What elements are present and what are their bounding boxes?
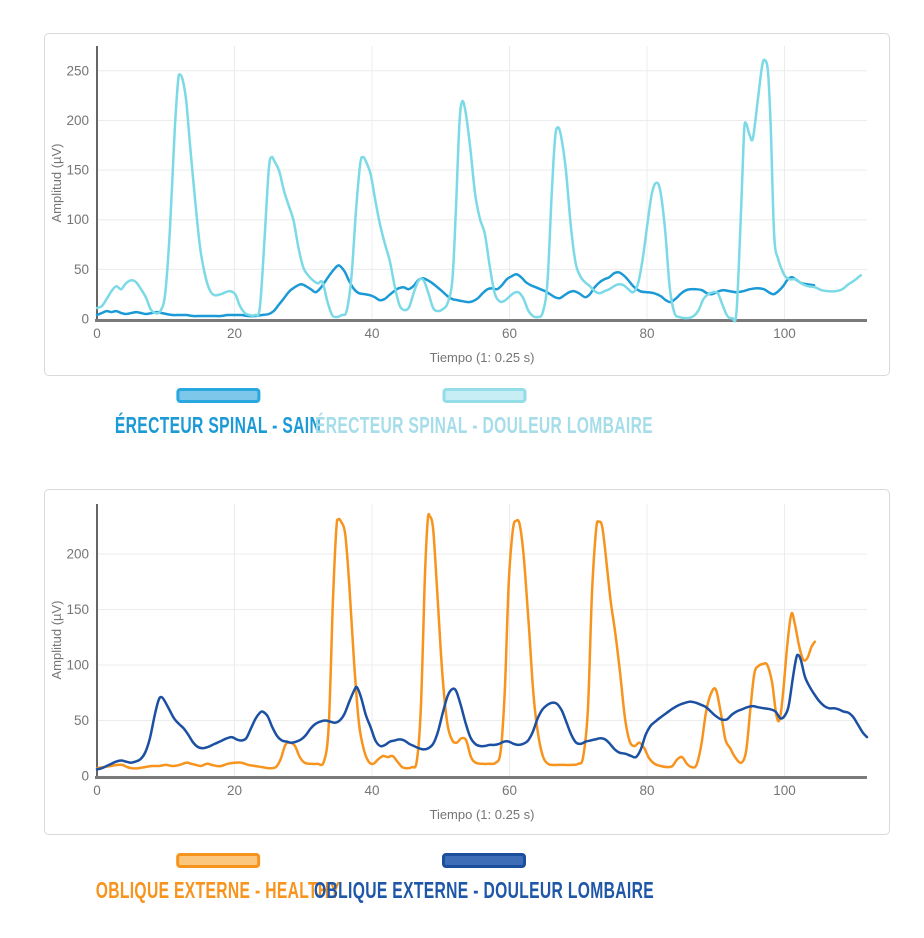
svg-text:100: 100 — [773, 326, 796, 341]
legend-label-text: OBLIQUE EXTERNE - HEALTHY — [95, 877, 341, 903]
svg-text:100: 100 — [66, 658, 89, 673]
svg-text:200: 200 — [66, 113, 89, 128]
legend-label-erecteur-sain: ÉRECTEUR SPINAL - SAIN — [66, 412, 369, 438]
erecteur-spinal-chart-card: 0 50 100 150 200 250 0 20 40 60 80 100 Amplitud (µV)… — [44, 33, 890, 376]
svg-text:50: 50 — [74, 262, 89, 277]
svg-text:60: 60 — [502, 326, 517, 341]
svg-text:20: 20 — [227, 326, 242, 341]
svg-text:100: 100 — [66, 212, 89, 227]
legend-label-oblique-douleur: OBLIQUE EXTERNE - DOULEUR LOMBAIRE — [234, 877, 734, 903]
oblique-externe-chart-card: 0 50 100 150 200 0 20 40 60 80 100 Amplitud (µV) Tie… — [44, 489, 890, 835]
erecteur-spinal-legend: ÉRECTEUR SPINAL - SAIN ÉRECTEUR SPINAL -… — [0, 388, 924, 448]
svg-text:40: 40 — [364, 326, 379, 341]
svg-text:80: 80 — [639, 326, 654, 341]
svg-text:0: 0 — [93, 326, 101, 341]
svg-text:100: 100 — [773, 783, 796, 798]
svg-text:0: 0 — [81, 312, 89, 327]
svg-text:0: 0 — [81, 769, 89, 784]
svg-text:Amplitud (µV): Amplitud (µV) — [49, 600, 64, 679]
legend-swatch-oblique-douleur — [441, 853, 526, 868]
svg-text:Tiempo (1: 0.25 s): Tiempo (1: 0.25 s) — [429, 350, 534, 365]
legend-item-erecteur-sain: ÉRECTEUR SPINAL - SAIN — [66, 388, 369, 438]
legend-swatch-oblique-healthy — [176, 853, 260, 868]
svg-text:250: 250 — [66, 63, 89, 78]
svg-text:50: 50 — [74, 713, 89, 728]
legend-label-erecteur-douleur: ÉRECTEUR SPINAL - DOULEUR LOMBAIRE — [235, 412, 732, 438]
legend-swatch-erecteur-douleur — [441, 388, 526, 403]
legend-label-text: ÉRECTEUR SPINAL - SAIN — [114, 412, 322, 438]
legend-item-oblique-healthy: OBLIQUE EXTERNE - HEALTHY — [38, 853, 398, 903]
svg-text:150: 150 — [66, 163, 89, 178]
svg-text:150: 150 — [66, 602, 89, 617]
legend-label-text: OBLIQUE EXTERNE - DOULEUR LOMBAIRE — [313, 877, 655, 903]
svg-text:40: 40 — [364, 783, 379, 798]
oblique-externe-legend: OBLIQUE EXTERNE - HEALTHY OBLIQUE EXTERN… — [0, 853, 924, 913]
svg-text:80: 80 — [639, 783, 654, 798]
svg-text:200: 200 — [66, 547, 89, 562]
legend-swatch-erecteur-sain — [176, 388, 260, 403]
svg-text:20: 20 — [227, 783, 242, 798]
legend-label-text: ÉRECTEUR SPINAL - DOULEUR LOMBAIRE — [315, 412, 653, 438]
svg-text:Amplitud (µV): Amplitud (µV) — [49, 143, 64, 222]
legend-item-oblique-douleur: OBLIQUE EXTERNE - DOULEUR LOMBAIRE — [234, 853, 734, 903]
legend-item-erecteur-douleur: ÉRECTEUR SPINAL - DOULEUR LOMBAIRE — [235, 388, 732, 438]
svg-text:60: 60 — [502, 783, 517, 798]
svg-text:0: 0 — [93, 783, 101, 798]
legend-label-oblique-healthy: OBLIQUE EXTERNE - HEALTHY — [38, 877, 398, 903]
svg-text:Tiempo (1: 0.25 s): Tiempo (1: 0.25 s) — [429, 807, 534, 822]
